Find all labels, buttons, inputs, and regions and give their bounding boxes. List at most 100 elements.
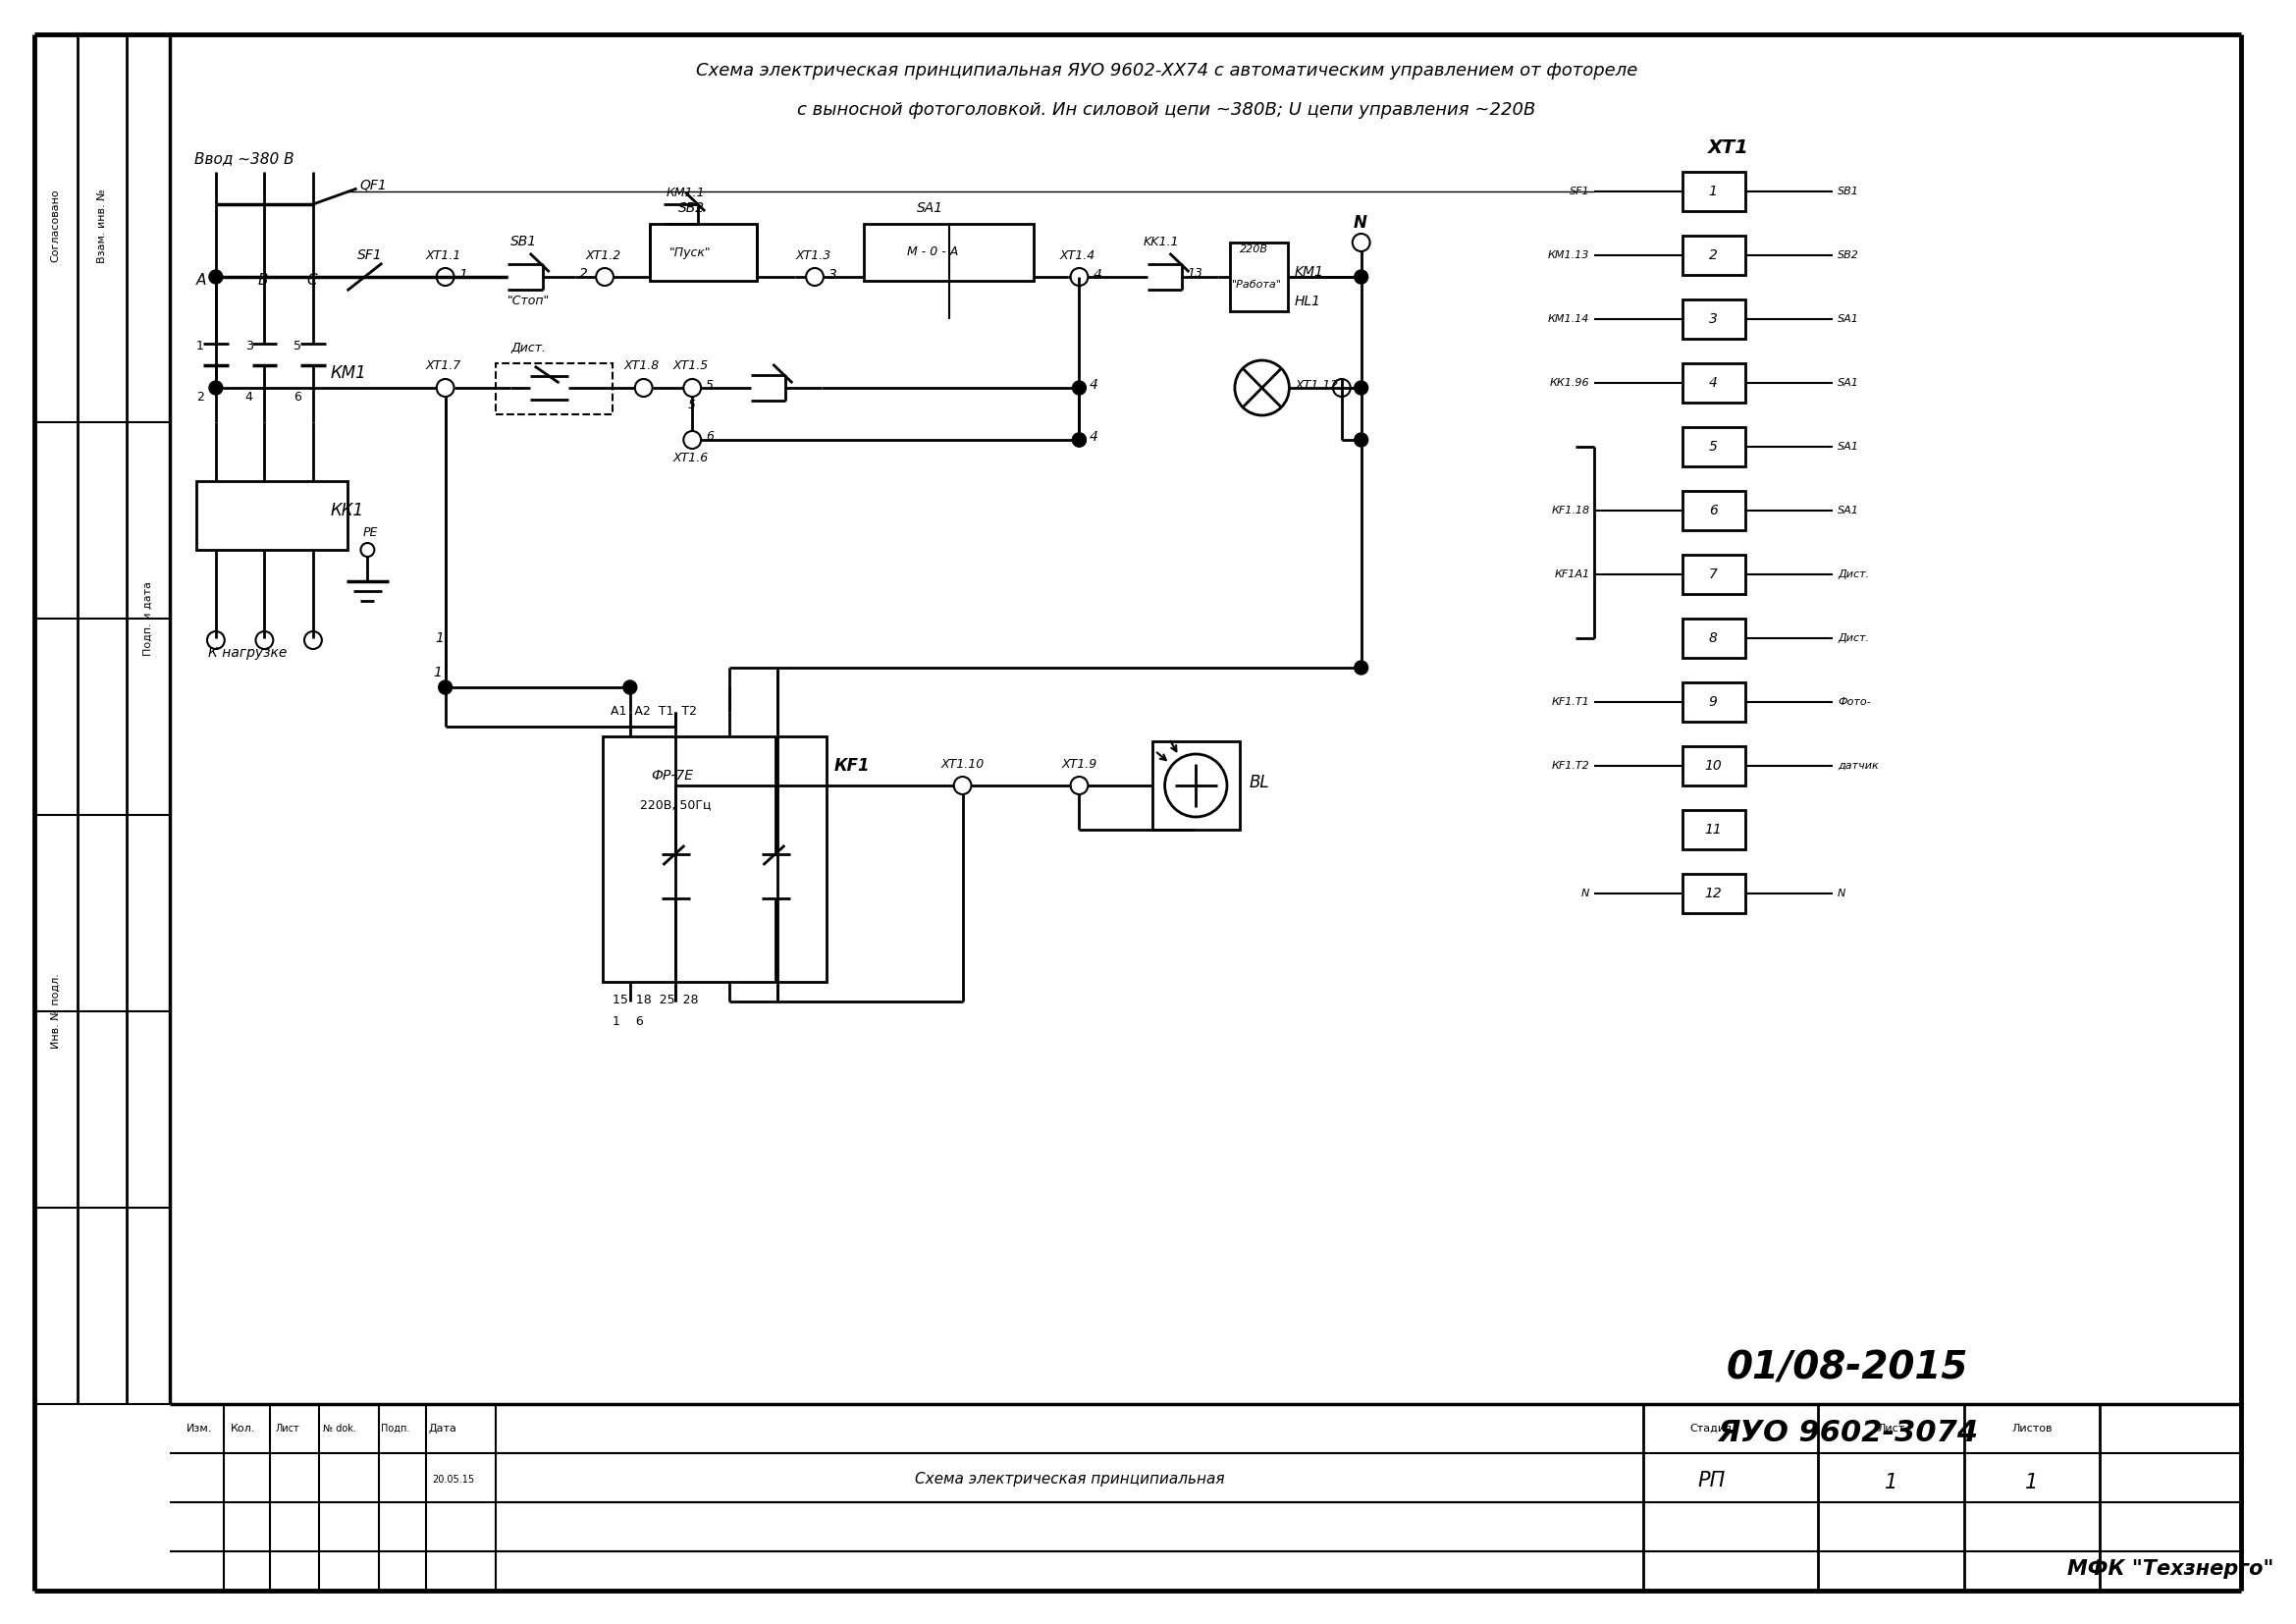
Text: 4: 4 <box>1088 430 1097 443</box>
Text: КF1.Т1: КF1.Т1 <box>1552 697 1589 706</box>
Circle shape <box>597 268 613 286</box>
Bar <box>604 736 827 983</box>
Text: Кол.: Кол. <box>230 1424 255 1434</box>
Text: N: N <box>1352 214 1366 232</box>
Circle shape <box>207 632 225 650</box>
Text: 12: 12 <box>1704 887 1722 900</box>
Text: ЯУО 9602-3074: ЯУО 9602-3074 <box>1717 1419 1977 1447</box>
Circle shape <box>806 268 824 286</box>
Text: 10: 10 <box>1704 758 1722 773</box>
Text: XT1.10: XT1.10 <box>941 757 985 770</box>
Text: 9: 9 <box>1708 695 1717 710</box>
Text: 6: 6 <box>294 391 301 404</box>
Text: с выносной фотоголовкой. Ин силовой цепи ~380В; U цепи управления ~220В: с выносной фотоголовкой. Ин силовой цепи… <box>797 101 1536 119</box>
Text: PE: PE <box>363 526 379 539</box>
Text: SB2: SB2 <box>1837 250 1860 260</box>
Text: 1    6: 1 6 <box>613 1015 643 1028</box>
Bar <box>1153 741 1240 830</box>
Text: XT1: XT1 <box>1708 138 1750 156</box>
Circle shape <box>209 382 223 395</box>
Text: КК1.96: КК1.96 <box>1550 378 1589 388</box>
Circle shape <box>1072 382 1086 395</box>
Text: SB1: SB1 <box>510 234 537 248</box>
Text: Листов: Листов <box>2011 1424 2053 1434</box>
Text: 7: 7 <box>1708 567 1717 581</box>
Text: SB1: SB1 <box>1837 187 1860 197</box>
Text: Согласовано: Согласовано <box>51 188 60 263</box>
Circle shape <box>1164 754 1226 817</box>
Circle shape <box>209 270 223 284</box>
Text: XT1.9: XT1.9 <box>1061 757 1097 770</box>
Text: 1: 1 <box>434 666 443 679</box>
Text: 220В: 220В <box>1240 245 1267 255</box>
Text: N: N <box>1582 888 1589 898</box>
Text: КМ1: КМ1 <box>331 364 367 382</box>
Text: 1: 1 <box>1885 1473 1896 1492</box>
Text: XT1.5: XT1.5 <box>673 361 709 372</box>
Text: 13: 13 <box>1187 268 1203 281</box>
Circle shape <box>305 632 321 650</box>
Text: XT1.6: XT1.6 <box>673 451 709 464</box>
Text: SA1: SA1 <box>1837 442 1860 451</box>
Text: 6: 6 <box>705 430 714 443</box>
Text: A1  A2  Т1  Т2: A1 A2 Т1 Т2 <box>611 705 698 718</box>
Text: 2: 2 <box>1708 248 1717 261</box>
Text: SA1: SA1 <box>1837 505 1860 515</box>
Text: МФК "Техзнерго": МФК "Техзнерго" <box>2066 1559 2273 1579</box>
Circle shape <box>1355 382 1368 395</box>
Text: ФР-7Е: ФР-7Е <box>652 768 693 783</box>
Text: Взам. инв. №: Взам. инв. № <box>96 188 108 263</box>
Text: КF1.Т2: КF1.Т2 <box>1552 762 1589 771</box>
Text: 1: 1 <box>197 339 204 352</box>
Text: N: N <box>1837 888 1846 898</box>
Text: Схема электрическая принципиальная: Схема электрическая принципиальная <box>914 1473 1224 1488</box>
Text: KM1: KM1 <box>1295 265 1322 279</box>
Text: КК1: КК1 <box>331 502 365 520</box>
Text: Дист.: Дист. <box>1837 633 1869 643</box>
Circle shape <box>436 268 455 286</box>
Circle shape <box>1072 434 1086 447</box>
Bar <box>1683 555 1745 594</box>
Text: 1: 1 <box>2025 1473 2039 1492</box>
Circle shape <box>1355 270 1368 284</box>
Text: BL: BL <box>1249 773 1270 791</box>
Bar <box>863 224 1033 281</box>
Text: Подп.: Подп. <box>381 1424 411 1434</box>
Text: 5: 5 <box>294 339 301 352</box>
Text: KK1.1: KK1.1 <box>1143 235 1180 248</box>
Circle shape <box>1355 661 1368 674</box>
Text: К нагрузке: К нагрузке <box>209 646 287 659</box>
Text: Подп. и дата: Подп. и дата <box>142 581 154 656</box>
Text: 5: 5 <box>705 378 714 391</box>
Text: 8: 8 <box>1708 632 1717 645</box>
Text: датчик: датчик <box>1837 762 1878 771</box>
Text: № dok.: № dok. <box>324 1424 356 1434</box>
Text: 20.05.15: 20.05.15 <box>432 1475 473 1484</box>
Text: КF1: КF1 <box>833 757 870 775</box>
Text: SF1: SF1 <box>356 248 381 261</box>
Text: 4: 4 <box>1708 377 1717 390</box>
Circle shape <box>1334 378 1350 396</box>
Text: QF1: QF1 <box>360 177 388 192</box>
Bar <box>1683 172 1745 211</box>
Bar <box>1683 619 1745 658</box>
Circle shape <box>636 378 652 396</box>
Circle shape <box>684 378 700 396</box>
Text: 4: 4 <box>1088 378 1097 391</box>
Text: Лист: Лист <box>1878 1424 1906 1434</box>
Text: 5: 5 <box>1708 440 1717 453</box>
Bar <box>1683 299 1745 339</box>
Text: 6: 6 <box>1708 503 1717 518</box>
Text: SA1: SA1 <box>1837 313 1860 325</box>
Text: C: C <box>305 273 317 287</box>
Circle shape <box>1355 434 1368 447</box>
Text: 1: 1 <box>436 632 445 645</box>
Bar <box>1683 427 1745 466</box>
Text: 2: 2 <box>197 391 204 404</box>
Text: КF1А1: КF1А1 <box>1554 570 1589 580</box>
Bar <box>1683 235 1745 274</box>
Text: XT1.1: XT1.1 <box>425 248 461 261</box>
Text: 1: 1 <box>1708 185 1717 198</box>
Text: РП: РП <box>1697 1471 1724 1491</box>
Text: КF1.18: КF1.18 <box>1552 505 1589 515</box>
